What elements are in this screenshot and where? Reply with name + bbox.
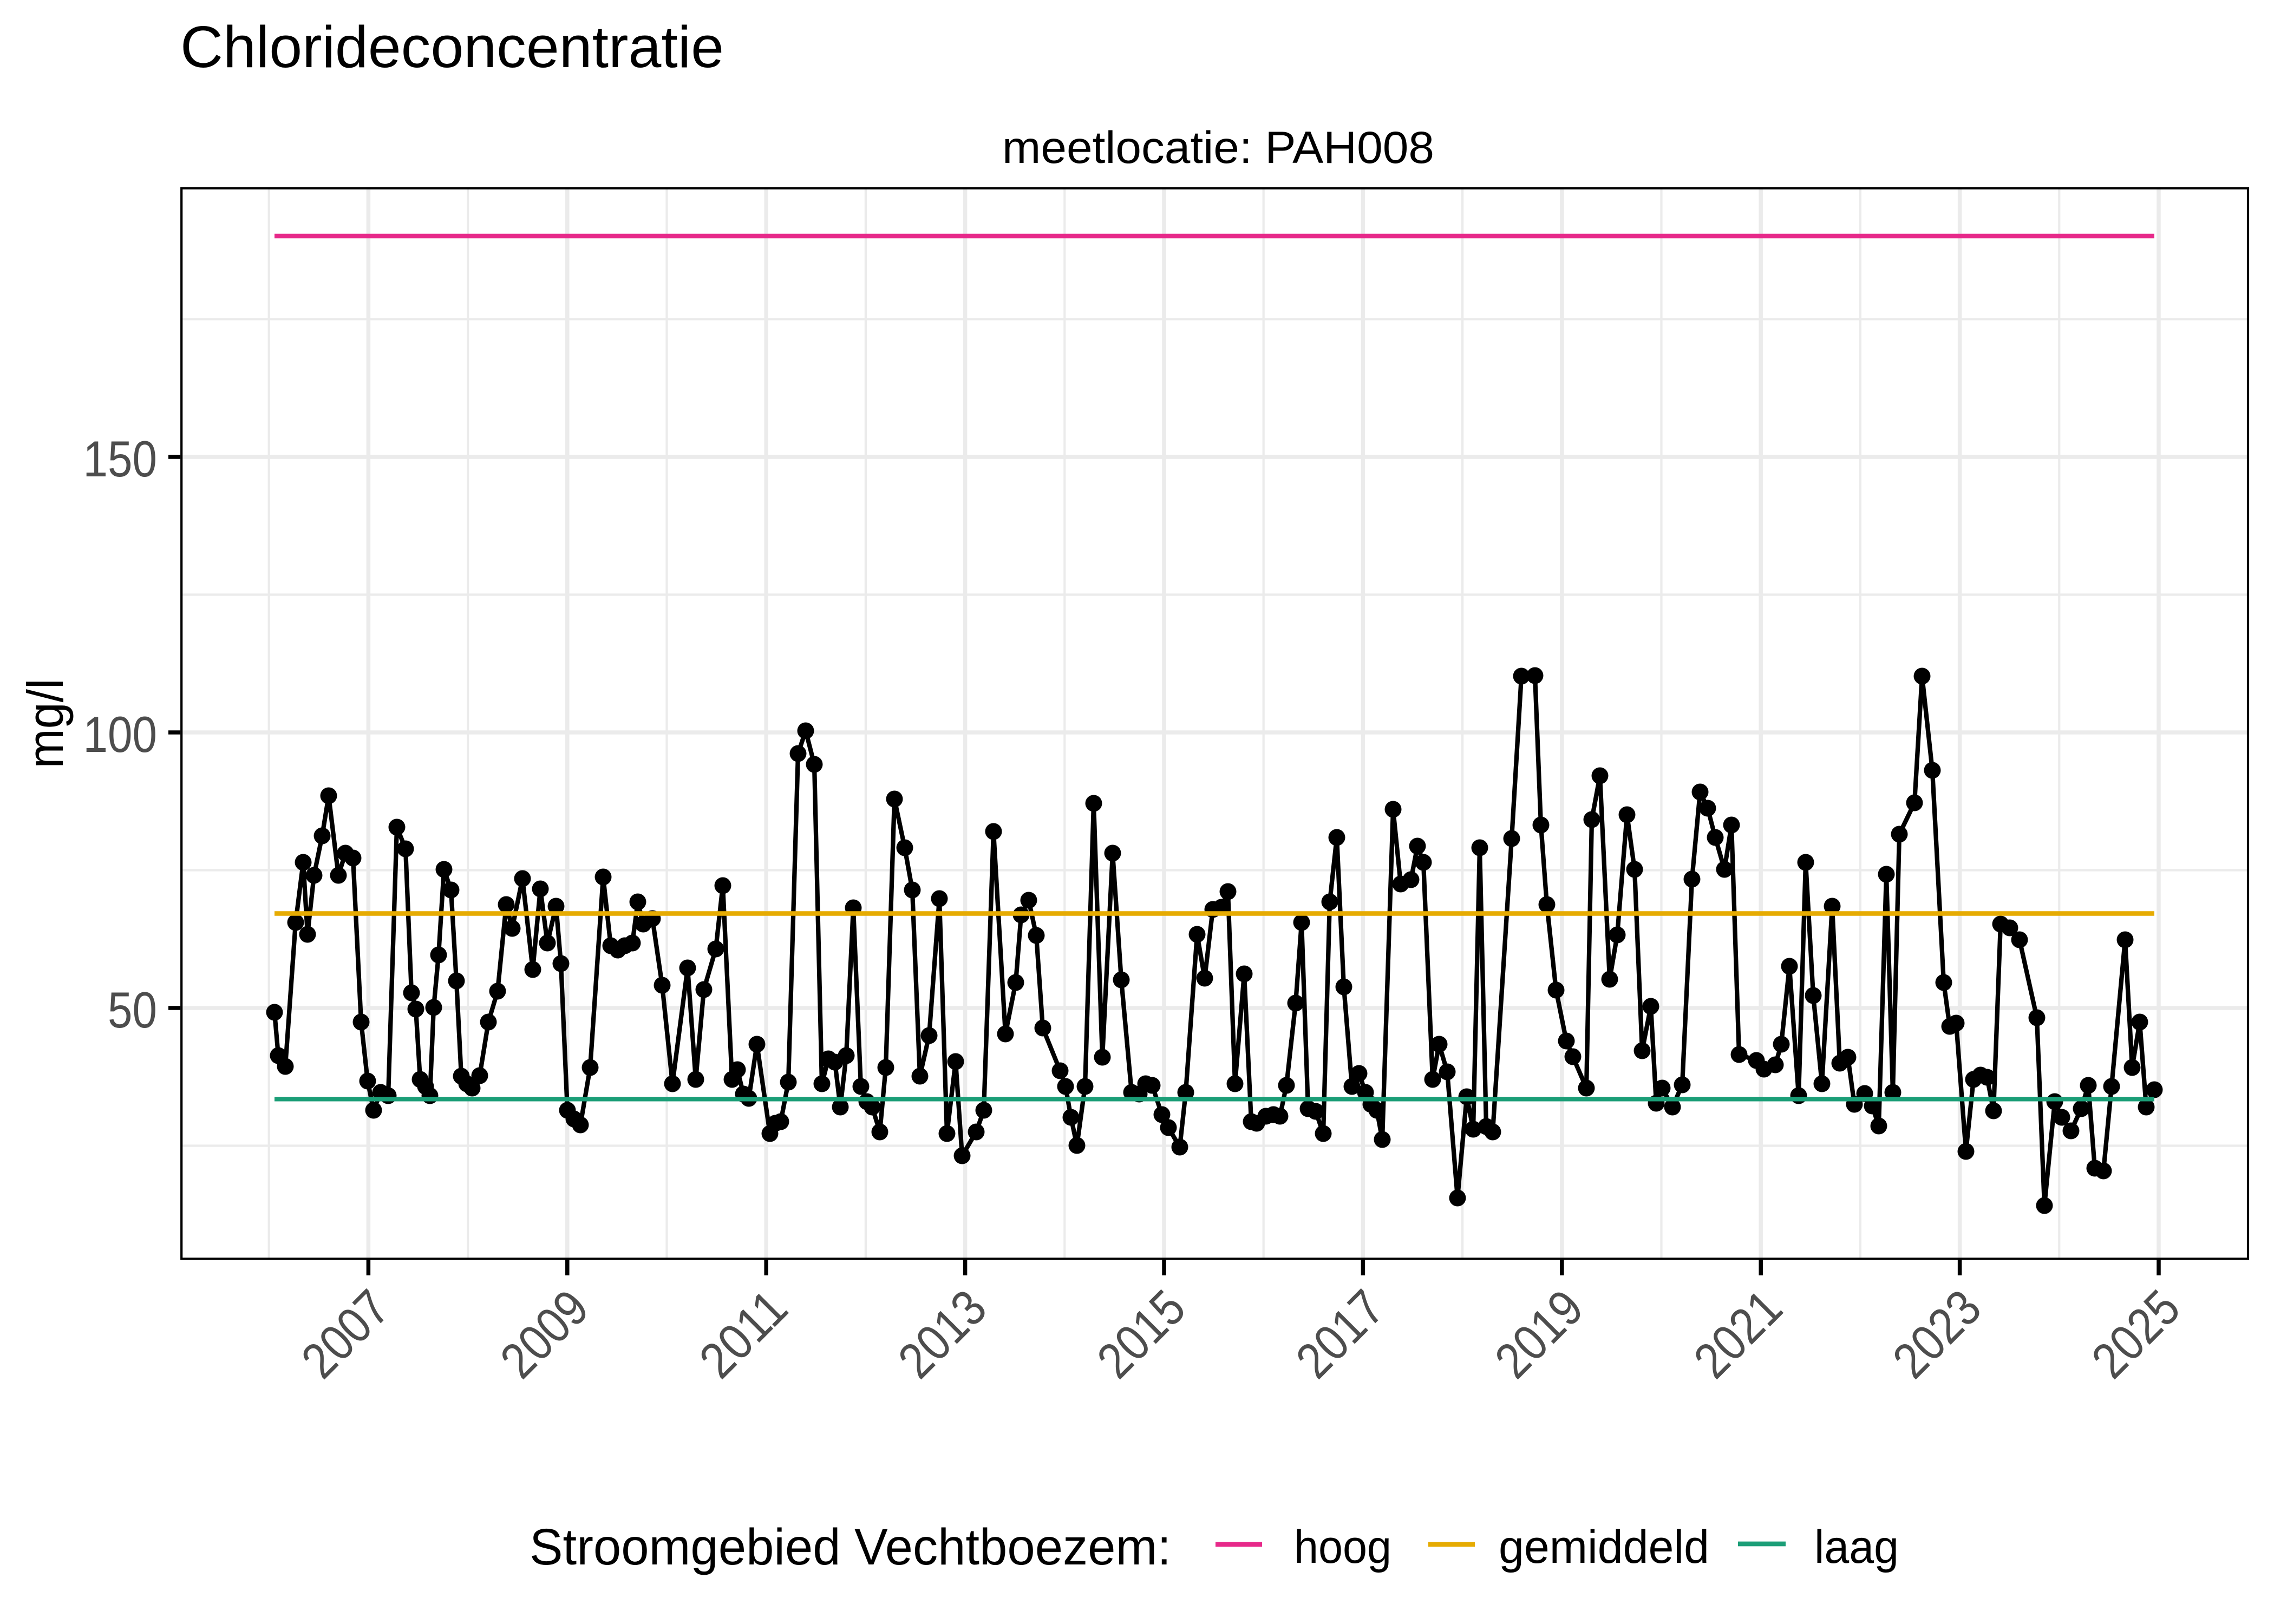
svg-text:hoog: hoog [1294, 1521, 1391, 1573]
svg-text:meetlocatie: PAH008: meetlocatie: PAH008 [1002, 122, 1434, 173]
svg-text:gemiddeld: gemiddeld [1499, 1521, 1709, 1573]
svg-text:laag: laag [1814, 1521, 1899, 1573]
svg-text:50: 50 [108, 981, 157, 1038]
svg-text:150: 150 [83, 430, 158, 487]
svg-text:Chlorideconcentratie: Chlorideconcentratie [180, 14, 724, 80]
svg-text:100: 100 [83, 706, 158, 763]
svg-text:Stroomgebied Vechtboezem:: Stroomgebied Vechtboezem: [530, 1518, 1171, 1576]
svg-text:mg/l: mg/l [17, 679, 74, 769]
